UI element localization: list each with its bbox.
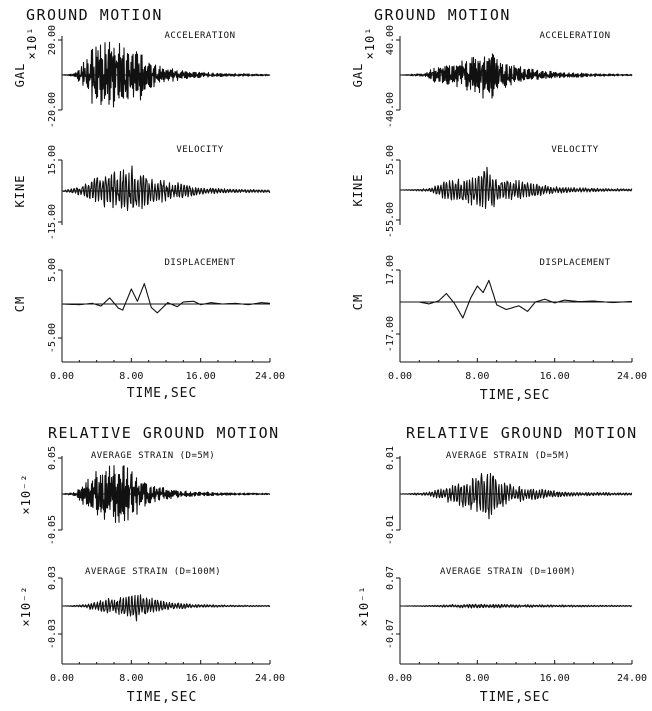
- y-scale-label: ×10¹: [363, 27, 377, 60]
- y-tick-label: 0.07: [385, 566, 396, 590]
- panel-l1: -20.00 20.00 ACCELERATION GAL ×10¹: [13, 25, 271, 128]
- panel-title: DISPLACEMENT: [164, 258, 235, 268]
- y-tick-label: 0.03: [47, 566, 58, 590]
- y-tick-label: -40.00: [385, 92, 396, 128]
- y-tick-label: -55.00: [385, 202, 396, 238]
- heading-right-bottom: RELATIVE GROUND MOTION: [406, 424, 638, 442]
- series-line: [61, 41, 271, 108]
- x-axis-label-left-bottom: TIME,SEC: [127, 690, 198, 705]
- heading-left-bottom: RELATIVE GROUND MOTION: [48, 424, 280, 442]
- x-tick-label: 16.00: [186, 371, 216, 382]
- panel-l4: -0.05 0.05 AVERAGE STRAIN (D=5M) ×10⁻²: [19, 446, 271, 545]
- panel-title: ACCELERATION: [164, 31, 235, 41]
- series-line: [399, 603, 633, 609]
- panel-title: AVERAGE STRAIN (D=5M): [91, 451, 215, 461]
- x-tick-label: 16.00: [540, 673, 570, 684]
- series-line: [61, 465, 271, 524]
- y-tick-label: -0.07: [385, 619, 396, 649]
- y-scale-label: ×10⁻²: [19, 585, 33, 626]
- y-tick-label: 20.00: [47, 25, 58, 55]
- series-line: [61, 594, 271, 622]
- y-tick-label: 17.00: [385, 255, 396, 285]
- panel-r1: -40.00 40.00 ACCELERATION GAL ×10¹: [351, 25, 633, 128]
- x-tick-label: 8.00: [465, 371, 489, 382]
- panel-l2: -15.00 15.00 VELOCITY KINE: [13, 145, 271, 240]
- y-tick-label: -5.00: [47, 323, 58, 353]
- panel-title: AVERAGE STRAIN (D=100M): [440, 567, 576, 577]
- y-tick-label: -20.00: [47, 92, 58, 128]
- x-tick-label: 0.00: [388, 371, 412, 382]
- y-axis-label: CM: [351, 294, 365, 310]
- x-tick-label: 24.00: [617, 673, 647, 684]
- series-line: [400, 279, 633, 319]
- heading-left-top: GROUND MOTION: [26, 6, 163, 24]
- y-tick-label: 15.00: [47, 145, 58, 175]
- series-line: [61, 165, 271, 212]
- x-tick-label: 8.00: [119, 673, 143, 684]
- x-tick-label: 8.00: [465, 673, 489, 684]
- panel-r3: -17.00 17.00 DISPLACEMENT CM 0.00 8.00 16.00 24…: [351, 255, 647, 382]
- x-tick-label: 0.00: [388, 673, 412, 684]
- x-tick-label: 0.00: [50, 371, 74, 382]
- panel-title: VELOCITY: [551, 145, 598, 155]
- panel-title: DISPLACEMENT: [539, 258, 610, 268]
- panel-l3: -5.00 5.00 DISPLACEMENT CM 0.00 8.00 16.00 24.0…: [13, 258, 285, 382]
- y-axis-label: KINE: [13, 175, 27, 208]
- y-tick-label: 0.05: [47, 446, 58, 470]
- series-line: [399, 472, 633, 520]
- y-tick-label: -17.00: [385, 316, 396, 352]
- x-axis-label-right-top: TIME,SEC: [480, 388, 551, 403]
- panel-title: AVERAGE STRAIN (D=5M): [446, 451, 570, 461]
- y-axis-label: GAL: [351, 63, 365, 88]
- panel-r4: -0.01 0.01 AVERAGE STRAIN (D=5M): [385, 446, 633, 545]
- y-scale-label: ×10⁻²: [19, 473, 33, 514]
- x-tick-label: 24.00: [617, 371, 647, 382]
- x-tick-label: 0.00: [50, 673, 74, 684]
- y-tick-label: -0.03: [47, 619, 58, 649]
- x-tick-label: 8.00: [119, 371, 143, 382]
- y-axis-label: CM: [13, 296, 27, 312]
- panel-title: AVERAGE STRAIN (D=100M): [85, 567, 221, 577]
- y-axis-label: GAL: [13, 63, 27, 88]
- x-axis-label-right-bottom: TIME,SEC: [480, 690, 551, 705]
- panel-title: ACCELERATION: [539, 31, 610, 41]
- y-scale-label: ×10⁻¹: [357, 585, 371, 626]
- y-tick-label: 0.01: [385, 446, 396, 470]
- x-tick-label: 24.00: [255, 673, 285, 684]
- panel-title: VELOCITY: [176, 145, 223, 155]
- y-axis-label: KINE: [351, 174, 365, 207]
- x-tick-label: 16.00: [540, 371, 570, 382]
- y-tick-label: 55.00: [385, 145, 396, 175]
- y-tick-label: 5.00: [47, 258, 58, 282]
- x-axis-label-left-top: TIME,SEC: [127, 386, 198, 401]
- y-scale-label: ×10¹: [25, 27, 39, 60]
- y-tick-label: -0.05: [47, 515, 58, 545]
- y-tick-label: 40.00: [385, 25, 396, 55]
- y-tick-label: -15.00: [47, 204, 58, 240]
- x-tick-label: 24.00: [255, 371, 285, 382]
- series-line: [399, 53, 633, 99]
- x-tick-label: 16.00: [186, 673, 216, 684]
- panels: -20.00 20.00 ACCELERATION GAL ×10¹ -15.00 15.0…: [13, 25, 647, 684]
- panel-r2: -55.00 55.00 VELOCITY KINE: [351, 145, 633, 238]
- series-line: [62, 283, 270, 314]
- heading-right-top: GROUND MOTION: [374, 6, 511, 24]
- panel-l5: -0.03 0.03 AVERAGE STRAIN (D=100M) ×10⁻² 0.0…: [19, 566, 285, 684]
- panel-r5: -0.07 0.07 AVERAGE STRAIN (D=100M) ×10⁻¹ 0.0…: [357, 566, 647, 684]
- y-tick-label: -0.01: [385, 515, 396, 545]
- series-line: [399, 166, 633, 210]
